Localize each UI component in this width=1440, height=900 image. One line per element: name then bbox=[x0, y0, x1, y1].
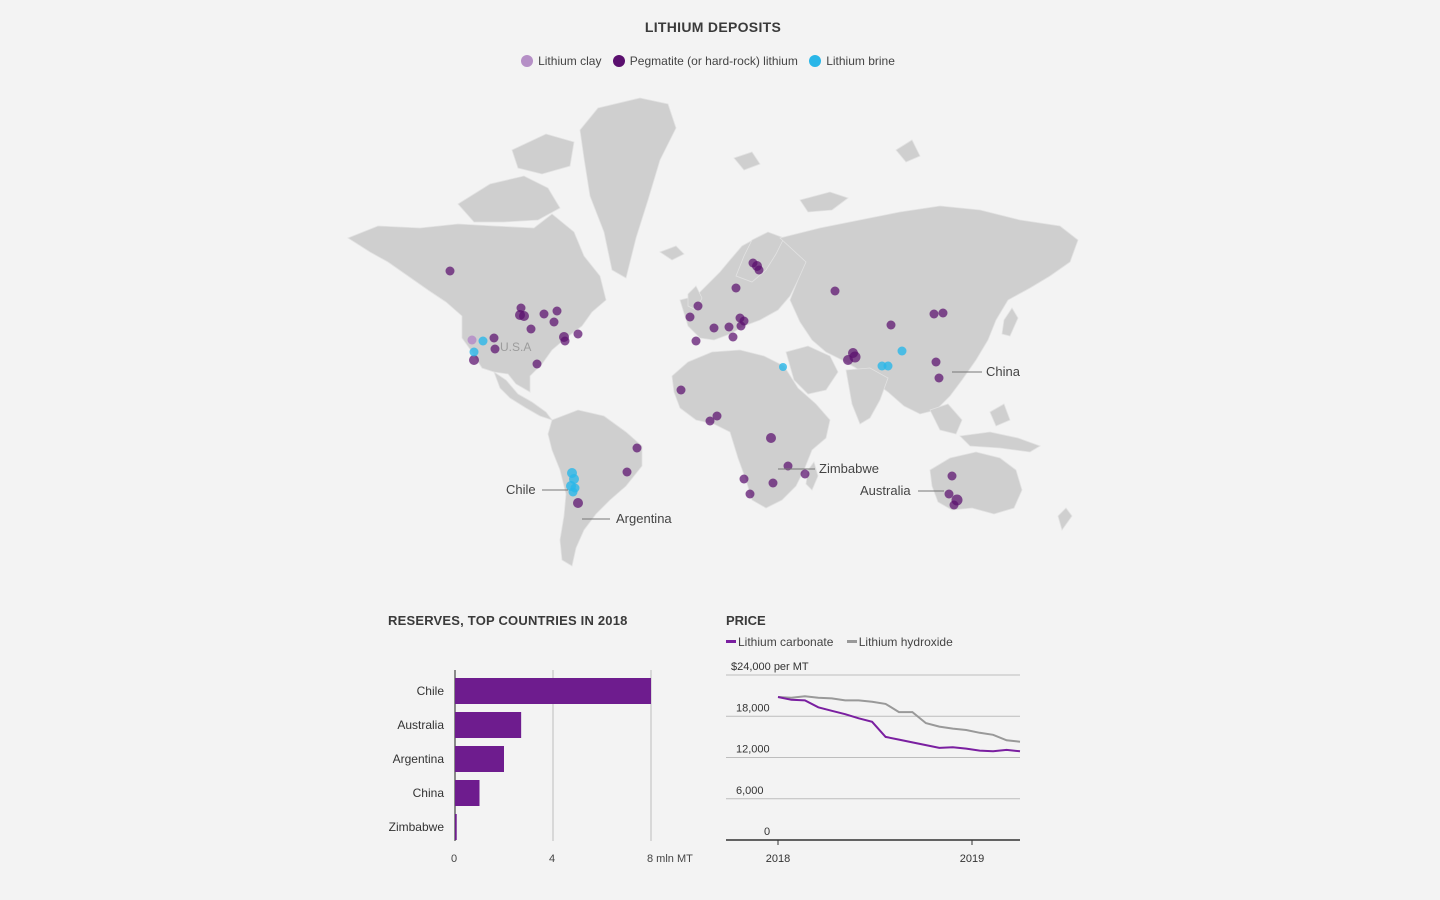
clay-markers bbox=[467, 335, 477, 345]
legend-label: Lithium brine bbox=[826, 54, 895, 68]
legend-item-brine: Lithium brine bbox=[809, 54, 895, 68]
bar bbox=[455, 746, 504, 772]
legend-label: Pegmatite (or hard-rock) lithium bbox=[629, 54, 798, 68]
label-zimbabwe: Zimbabwe bbox=[819, 461, 879, 476]
label-chile: Chile bbox=[506, 482, 536, 497]
category-label: China bbox=[413, 786, 445, 800]
brine-dot-icon bbox=[809, 55, 822, 67]
pegmatite-dot-icon bbox=[612, 55, 625, 67]
x-tick-label: 2018 bbox=[766, 853, 790, 865]
y-tick-label: 18,000 bbox=[736, 702, 770, 714]
brine-markers bbox=[469, 336, 907, 497]
legend-label: Lithium hydroxide bbox=[858, 635, 953, 649]
legend-label: Lithium carbonate bbox=[738, 635, 834, 649]
deposit-markers bbox=[445, 258, 963, 510]
x-tick-label: 0 bbox=[451, 853, 457, 865]
legend-label: Lithium clay bbox=[538, 54, 602, 68]
clay-dot-icon bbox=[521, 55, 534, 67]
legend-item-pegmatite: Pegmatite (or hard-rock) lithium bbox=[612, 54, 798, 68]
series-line bbox=[777, 695, 1021, 743]
category-label: Argentina bbox=[393, 752, 445, 766]
price-line-chart: $24,000 per MT 18,000 12,000 6,000 0 2018 2019 bbox=[726, 662, 1021, 865]
pegmatite-markers bbox=[445, 258, 963, 510]
bar bbox=[455, 712, 522, 738]
y-tick-label: 12,000 bbox=[736, 744, 770, 756]
label-china: China bbox=[986, 364, 1021, 379]
map-title: LITHIUM DEPOSITS bbox=[644, 19, 782, 35]
y-tick-label: 6,000 bbox=[736, 785, 764, 797]
category-label: Chile bbox=[417, 684, 445, 698]
country-callouts: U.S.A China Zimbabwe Australia Chile Arg… bbox=[500, 340, 1021, 526]
map-legend: Lithium clay Pegmatite (or hard-rock) li… bbox=[0, 54, 1416, 68]
y-tick-label: 0 bbox=[764, 826, 770, 838]
legend-item-clay: Lithium clay bbox=[521, 54, 601, 68]
label-australia: Australia bbox=[860, 483, 911, 498]
category-label: Australia bbox=[397, 718, 444, 732]
bar bbox=[455, 814, 457, 840]
y-tick-label: $24,000 per MT bbox=[731, 662, 809, 673]
label-argentina: Argentina bbox=[616, 511, 672, 526]
reserves-chart-title: RESERVES, TOP COUNTRIES IN 2018 bbox=[388, 613, 628, 628]
x-tick-label: 8 mln MT bbox=[647, 853, 693, 865]
bar bbox=[455, 780, 480, 806]
legend-item-carbonate: Lithium carbonate bbox=[726, 635, 833, 649]
label-usa: U.S.A bbox=[500, 340, 531, 354]
series-line bbox=[777, 696, 1021, 753]
world-map: U.S.A China Zimbabwe Australia Chile Arg… bbox=[347, 97, 1079, 567]
x-tick-label: 2019 bbox=[960, 853, 984, 865]
price-chart-title: PRICE bbox=[726, 613, 766, 628]
x-tick-label: 4 bbox=[549, 853, 555, 865]
legend-item-hydroxide: Lithium hydroxide bbox=[846, 635, 953, 649]
hydroxide-swatch-icon bbox=[846, 640, 857, 643]
bar bbox=[455, 678, 651, 704]
price-legend: Lithium carbonate Lithium hydroxide bbox=[726, 635, 963, 649]
category-label: Zimbabwe bbox=[389, 820, 445, 834]
reserves-bar-chart: 0 4 8 mln MT Chile Australia Argentina China Zi… bbox=[389, 670, 693, 865]
carbonate-swatch-icon bbox=[726, 640, 736, 643]
